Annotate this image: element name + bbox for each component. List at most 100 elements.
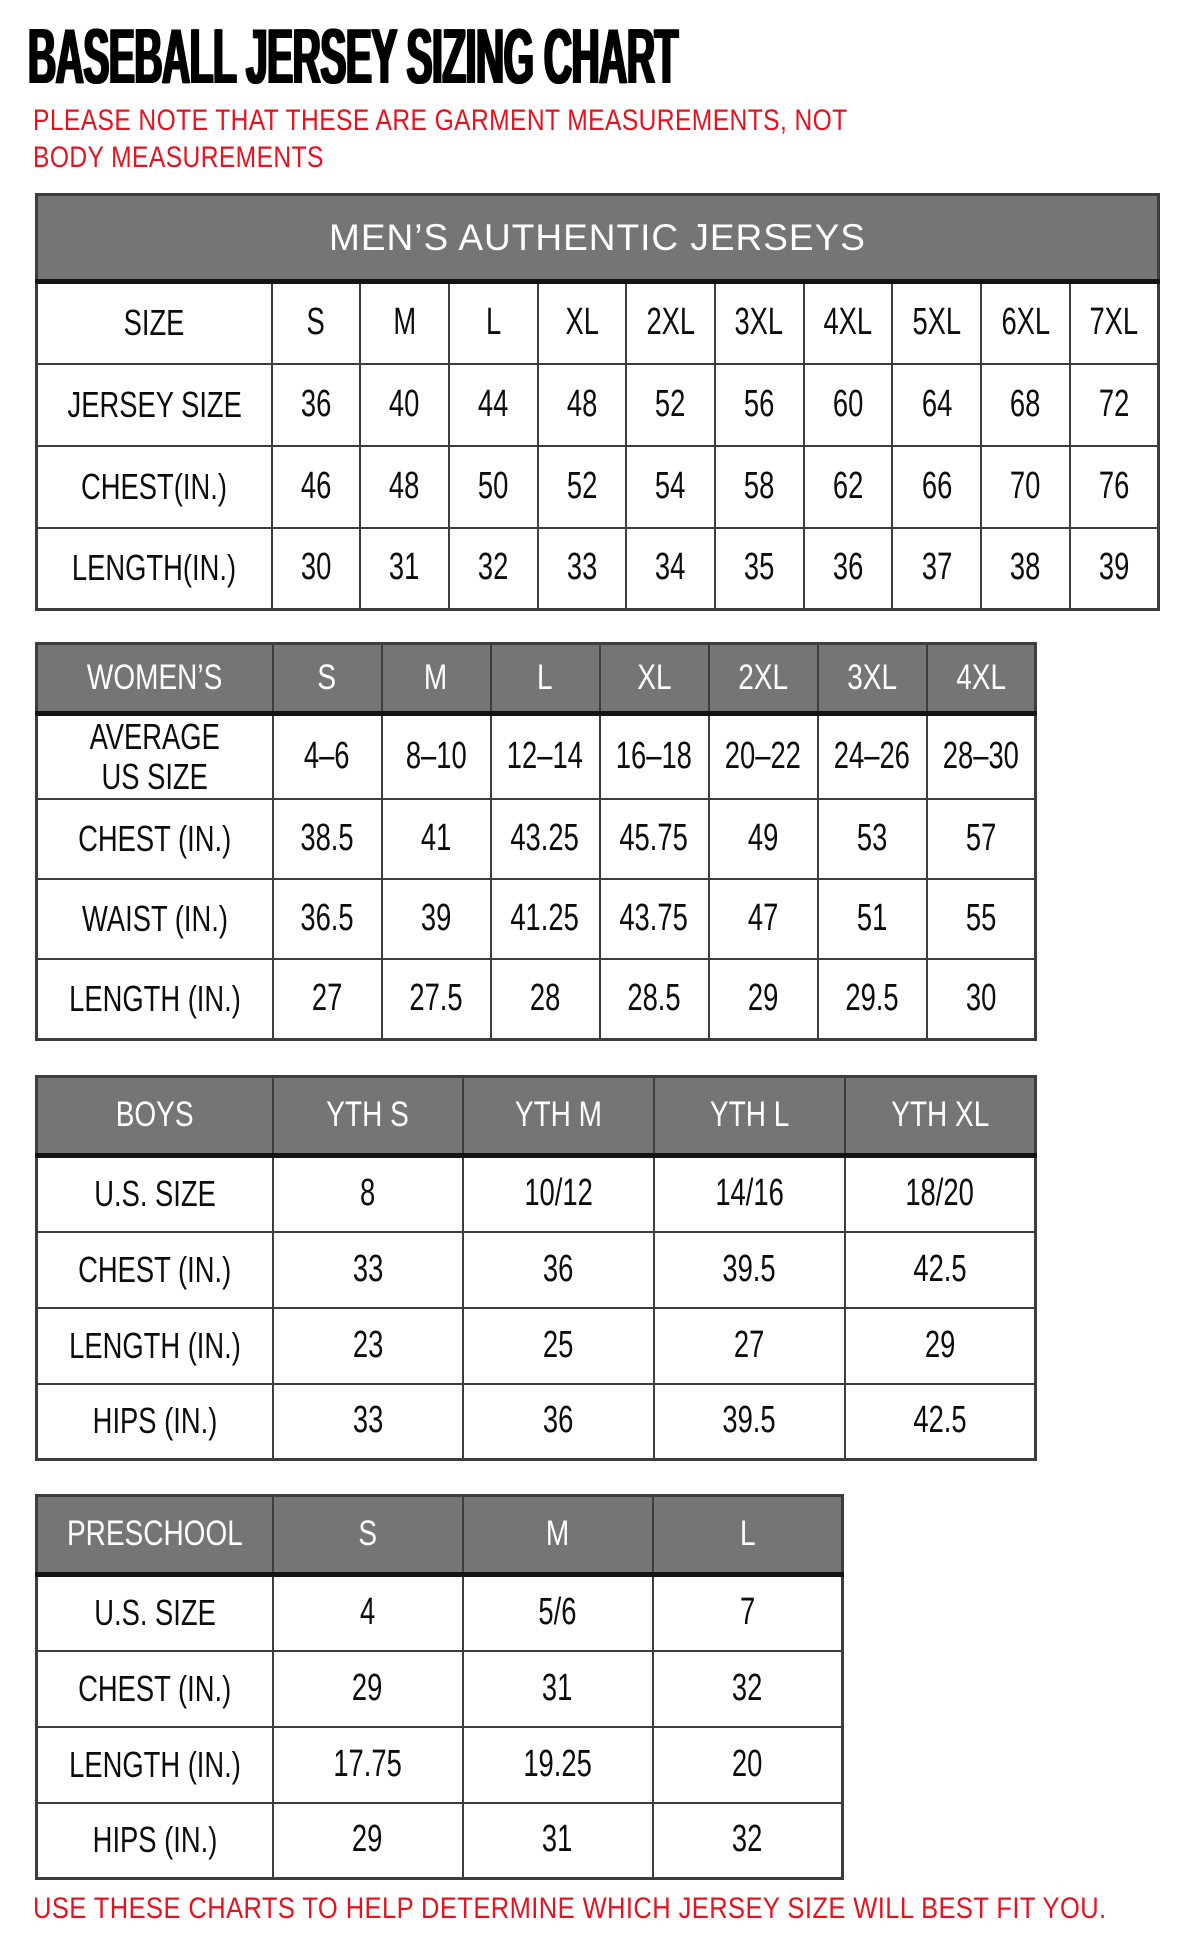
womens-value-text: 43.75 [619, 896, 689, 939]
mens-value-cell: 36 [270, 362, 362, 447]
boys-row: CHEST (IN.) 33 36 39.5 42.5 [35, 1230, 1037, 1309]
boys-row: LENGTH (IN.) 23 25 27 29 [35, 1306, 1037, 1385]
boys-value-text: 36 [543, 1399, 574, 1442]
boys-value-cell: 33 [271, 1230, 465, 1309]
mens-value-text: L [485, 301, 501, 344]
boys-header-text: YTH M [515, 1095, 603, 1135]
womens-value-cell: 28–30 [925, 712, 1037, 800]
mens-value-cell: 35 [713, 526, 805, 611]
preschool-row-label-text: U.S. SIZE [93, 1592, 216, 1634]
womens-value-text: 41.25 [510, 896, 580, 939]
boys-header-text: YTH L [709, 1095, 790, 1135]
womens-row-label: WAIST (IN.) [35, 877, 274, 960]
boys-header-text: BOYS [115, 1095, 194, 1135]
mens-value-text: 39 [1098, 546, 1130, 589]
mens-value-text: 35 [744, 546, 775, 589]
boys-value-cell: 36 [462, 1230, 655, 1309]
preschool-value-cell: 32 [651, 1649, 844, 1728]
womens-value-text: 39 [420, 896, 452, 939]
womens-value-cell: 57 [925, 797, 1037, 880]
mens-value-text: 30 [300, 546, 332, 589]
boys-header-text: YTH S [326, 1095, 410, 1135]
preschool-header-text: S [358, 1514, 377, 1554]
preschool-row-label-text: HIPS (IN.) [92, 1819, 218, 1861]
womens-value-cell: 29.5 [816, 957, 928, 1041]
mens-value-text: 52 [655, 382, 686, 425]
womens-header-cell: XL [598, 642, 710, 716]
boys-value-cell: 18/20 [843, 1154, 1037, 1233]
mens-value-text: 36 [832, 546, 864, 589]
boys-value-text: 36 [543, 1247, 574, 1290]
womens-header-text: 3XL [847, 657, 897, 697]
preschool-header-text: L [739, 1514, 756, 1554]
womens-header-text: M [424, 657, 448, 697]
mens-value-text: 50 [477, 464, 509, 507]
womens-header-text: S [317, 657, 337, 697]
mens-value-cell: 56 [713, 362, 805, 447]
mens-row-label-text: JERSEY SIZE [67, 383, 242, 425]
mens-value-cell: 60 [802, 362, 894, 447]
mens-value-cell: 39 [1068, 526, 1160, 611]
preschool-row: U.S. SIZE 4 5/6 7 [35, 1573, 844, 1652]
womens-value-text: 55 [965, 896, 996, 939]
womens-value-text: 30 [965, 976, 996, 1019]
womens-value-cell: 30 [925, 957, 1037, 1041]
mens-row: LENGTH(IN.) 30 31 32 33 34 35 36 37 38 39 [35, 526, 1160, 611]
boys-row-label: U.S. SIZE [35, 1154, 274, 1233]
womens-value-cell: 29 [707, 957, 819, 1041]
womens-row: CHEST (IN.) 38.5 41 43.25 45.75 49 53 57 [35, 797, 1037, 880]
preschool-value-cell: 4 [271, 1573, 464, 1652]
mens-value-text: 2XL [646, 301, 695, 344]
mens-value-text: 46 [300, 464, 332, 507]
mens-value-cell: 31 [359, 526, 450, 611]
womens-row: AVERAGE US SIZE 4–6 8–10 12–14 16–18 20–22 24–… [35, 712, 1037, 800]
mens-value-text: XL [565, 301, 599, 344]
preschool-value-text: 31 [542, 1666, 573, 1709]
mens-value-text: 38 [1010, 546, 1041, 589]
boys-value-text: 39.5 [722, 1247, 777, 1290]
boys-header-label: BOYS [35, 1075, 274, 1158]
mens-value-cell: 36 [802, 526, 894, 611]
mens-value-cell: 44 [447, 362, 539, 447]
preschool-value-cell: 31 [461, 1801, 654, 1880]
womens-header-cell: 2XL [707, 642, 819, 716]
boys-row-label: LENGTH (IN.) [35, 1306, 274, 1385]
mens-value-text: 54 [655, 464, 686, 507]
boys-header-cell: YTH L [653, 1075, 846, 1158]
mens-row-label-text: CHEST(IN.) [81, 465, 228, 507]
womens-value-text: 27 [311, 976, 343, 1019]
womens-value-cell: 51 [816, 877, 928, 960]
footer-note: USE THESE CHARTS TO HELP DETERMINE WHICH… [33, 1892, 1107, 1925]
boys-value-text: 14/16 [715, 1172, 784, 1215]
preschool-header-cell: M [461, 1494, 654, 1577]
womens-value-text: 47 [747, 896, 779, 939]
womens-row-label-text: AVERAGE US SIZE [89, 716, 220, 797]
mens-value-text: 72 [1098, 382, 1130, 425]
womens-row: WAIST (IN.) 36.5 39 41.25 43.75 47 51 55 [35, 877, 1037, 960]
mens-value-cell: 76 [1068, 444, 1160, 529]
preschool-value-text: 32 [732, 1666, 763, 1709]
mens-row-label: SIZE [35, 280, 273, 365]
womens-value-cell: 27 [271, 957, 383, 1041]
mens-value-cell: L [447, 280, 539, 365]
mens-value-cell: 34 [625, 526, 716, 611]
boys-value-text: 33 [352, 1247, 384, 1290]
womens-value-text: 43.25 [510, 816, 580, 859]
mens-value-text: 6XL [1000, 301, 1050, 344]
womens-header-text: 2XL [738, 657, 788, 697]
preschool-header-text: M [545, 1514, 570, 1554]
boys-value-cell: 29 [843, 1306, 1037, 1385]
womens-value-text: 36.5 [300, 896, 354, 939]
boys-value-text: 29 [924, 1323, 956, 1366]
mens-value-cell: M [359, 280, 450, 365]
womens-value-text: 38.5 [300, 816, 354, 859]
preschool-value-cell: 20 [651, 1725, 844, 1804]
womens-value-text: 28–30 [942, 734, 1019, 777]
boys-value-text: 18/20 [905, 1172, 975, 1215]
boys-sizing-table: BOYS YTH S YTH M YTH L YTH XL U.S. SIZE 8 10/12… [35, 1075, 1037, 1461]
womens-value-text: 57 [965, 816, 996, 859]
womens-header-text: L [537, 657, 553, 697]
mens-banner-text: MEN’S AUTHENTIC JERSEYS [329, 216, 866, 258]
womens-header-cell: L [489, 642, 601, 716]
boys-value-cell: 27 [653, 1306, 846, 1385]
